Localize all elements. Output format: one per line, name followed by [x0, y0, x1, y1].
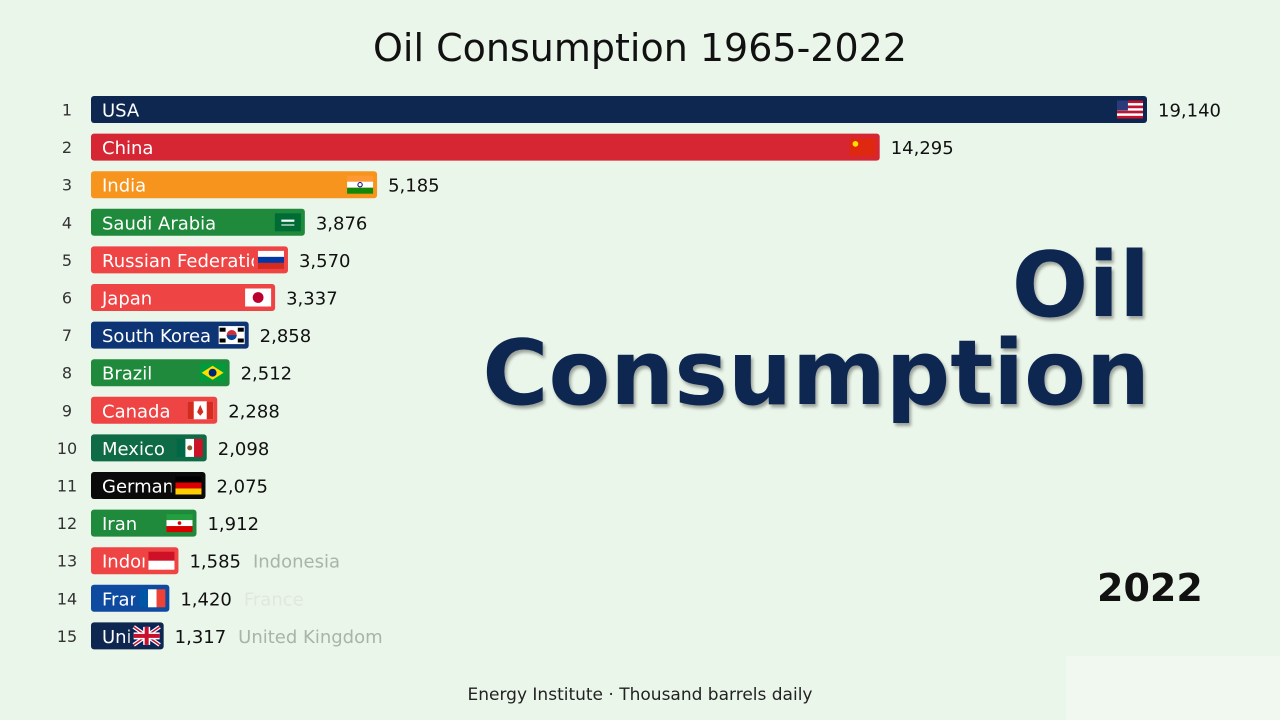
outside-country-label: France [244, 589, 304, 610]
saudi-arabia-flag-icon [274, 213, 301, 232]
bar-label: Russian Federation [102, 251, 273, 272]
rank-label: 11 [57, 477, 77, 496]
china-flag-icon [849, 138, 876, 157]
outside-country-label: United Kingdom [238, 627, 382, 648]
bar [91, 396, 218, 424]
rank-label: 2 [62, 138, 72, 157]
bar-label: China [102, 138, 153, 159]
india-flag-icon [347, 175, 374, 194]
value-label: 1,420 [180, 589, 232, 610]
rank-label: 12 [57, 514, 77, 533]
value-label: 14,295 [891, 138, 954, 159]
value-label: 2,512 [241, 364, 293, 385]
value-label: 2,858 [260, 326, 312, 347]
mexico-flag-icon [176, 438, 203, 457]
bar-label: South Korea [102, 326, 211, 347]
bar [91, 284, 276, 311]
bar [91, 171, 378, 199]
value-label: 1,585 [189, 552, 241, 573]
bar-label: Indonesia [102, 552, 189, 573]
bar-label: Saudi Arabia [102, 213, 216, 234]
rank-label: 10 [57, 439, 77, 458]
bar-label: Japan [101, 289, 152, 310]
france-flag-icon [139, 589, 166, 608]
year-label: 2022 [1097, 566, 1203, 610]
uk-flag-icon [132, 625, 161, 647]
rank-label: 5 [62, 251, 72, 270]
south-korea-flag-icon [218, 326, 245, 345]
rank-label: 9 [62, 401, 72, 420]
japan-flag-icon [245, 288, 272, 307]
value-label: 2,288 [228, 401, 280, 422]
rank-label: 6 [62, 289, 72, 308]
value-label: 1,912 [207, 514, 259, 535]
usa-flag-icon [1117, 100, 1143, 119]
value-label: 19,140 [1158, 101, 1221, 122]
canada-flag-icon [187, 401, 214, 420]
bar-label: India [102, 176, 146, 197]
corner-panel [1066, 656, 1280, 720]
rank-label: 3 [62, 176, 72, 195]
rank-label: 1 [62, 101, 72, 120]
rank-label: 15 [57, 627, 77, 646]
brazil-flag-icon [199, 363, 226, 382]
bar [91, 246, 288, 274]
bar [91, 96, 1147, 123]
value-label: 3,876 [316, 213, 368, 234]
overlay-title-line2: Consumption [482, 321, 1150, 426]
bar-label: USA [102, 101, 140, 122]
overlay-title-line1: Oil [1011, 233, 1150, 338]
outside-country-label: Indonesia [253, 552, 340, 573]
value-label: 3,570 [299, 251, 351, 272]
bar [91, 133, 880, 161]
chart-title: Oil Consumption 1965-2022 [373, 26, 907, 70]
rank-label: 7 [62, 326, 72, 345]
bar-label: Mexico [102, 439, 165, 460]
value-label: 1,317 [175, 627, 227, 648]
germany-flag-icon [175, 476, 202, 495]
overlay-title: Oil Consumption [482, 233, 1150, 426]
indonesia-flag-icon [148, 551, 175, 570]
bar-label: France [102, 589, 162, 610]
rank-label: 8 [62, 364, 72, 383]
value-label: 2,075 [216, 477, 268, 498]
iran-flag-icon [166, 514, 193, 533]
bar [91, 359, 230, 387]
value-label: 2,098 [218, 439, 270, 460]
value-label: 5,185 [388, 176, 440, 197]
bar-label: Iran [102, 514, 137, 535]
rank-label: 4 [62, 213, 72, 232]
bar-label: Germany [102, 477, 185, 498]
russia-flag-icon [257, 250, 284, 269]
value-label: 3,337 [286, 289, 338, 310]
bar-label: United Kingdom [102, 627, 246, 648]
bar [91, 321, 249, 349]
bar-label: Brazil [102, 364, 152, 385]
rank-label: 13 [57, 552, 77, 571]
bar [91, 208, 305, 236]
source-caption: Energy Institute · Thousand barrels dail… [467, 685, 813, 705]
rank-label: 14 [57, 589, 77, 608]
bar-label: Canada [102, 401, 171, 422]
